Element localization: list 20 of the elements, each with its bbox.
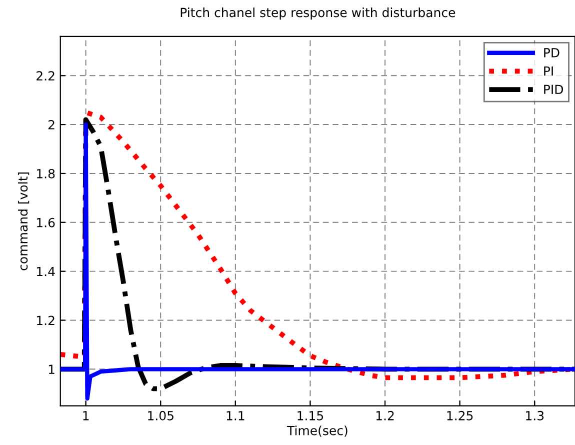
legend-label: PD xyxy=(544,48,560,58)
chart-title: Pitch chanel step response with disturbance xyxy=(180,8,456,20)
y-tick-label: 2.2 xyxy=(36,71,54,80)
x-tick-label: 1 xyxy=(83,411,89,420)
y-tick-label: 1.6 xyxy=(37,218,55,228)
x-tick-label: 1.3 xyxy=(526,410,544,420)
x-tick-label: 1.05 xyxy=(148,410,174,420)
y-tick-label: 2 xyxy=(48,120,54,130)
x-axis-title: Time(sec) xyxy=(286,426,348,437)
y-tick-label: 1.2 xyxy=(37,316,54,325)
legend-label: PI xyxy=(544,66,553,76)
y-tick-label: 1 xyxy=(48,364,54,374)
y-tick-label: 1.4 xyxy=(37,266,55,276)
x-tick-label: 1.2 xyxy=(376,410,394,420)
x-tick-label: 1.15 xyxy=(298,411,324,420)
x-tick-label: 1.25 xyxy=(447,410,473,420)
x-tick-label: 1.1 xyxy=(226,411,244,420)
y-axis-title: command [volt] xyxy=(18,172,30,270)
y-tick-label: 1.8 xyxy=(37,168,55,178)
legend-label: PID xyxy=(544,84,564,94)
